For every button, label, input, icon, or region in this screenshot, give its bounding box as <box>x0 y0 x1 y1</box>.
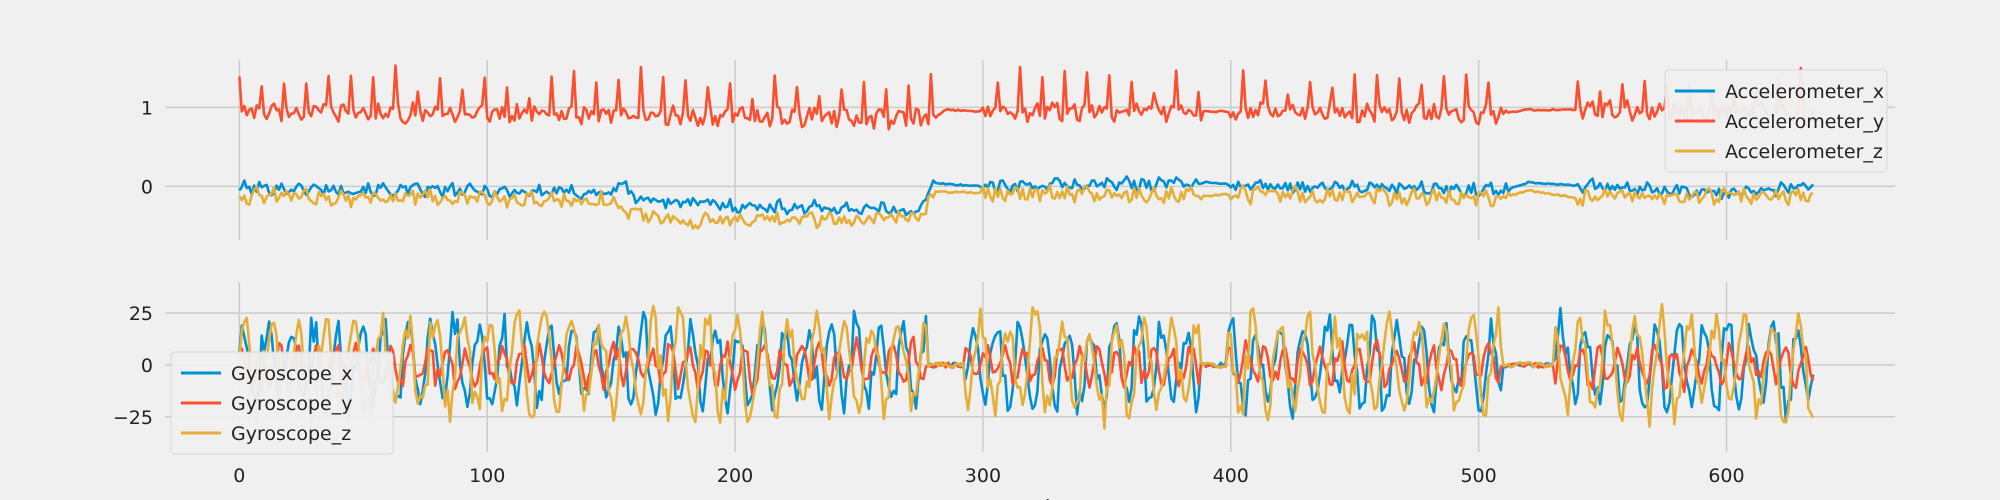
x-tick-label: 400 <box>1213 465 1249 487</box>
x-tick-label: 200 <box>717 465 753 487</box>
series-line-accelerometer_z <box>238 183 1814 230</box>
legend-label: Gyroscope_z <box>231 423 351 445</box>
series-line-accelerometer_x <box>238 175 1815 217</box>
x-tick-label: 500 <box>1460 465 1496 487</box>
y-tick-label: 25 <box>129 303 153 325</box>
x-tick-label: 600 <box>1708 465 1744 487</box>
x-axis-label: samples <box>984 497 1075 500</box>
x-tick-label: 100 <box>469 465 505 487</box>
gyroscope-panel: −25 0 25 0 100 200 300 400 500 600 samples Gyroscop… <box>113 282 1895 500</box>
legend-label: Accelerometer_y <box>1725 111 1884 133</box>
legend: Gyroscope_x Gyroscope_y Gyroscope_z <box>170 351 394 455</box>
y-tick-label: 1 <box>141 97 153 119</box>
legend: Accelerometer_x Accelerometer_y Accelerome… <box>1664 69 1888 173</box>
legend-label: Gyroscope_x <box>231 363 352 385</box>
accelerometer-panel: 01Accelerometer_xAccelerometer_yAccelero… <box>141 60 1895 240</box>
series-line-accelerometer_y <box>238 64 1815 131</box>
legend-box <box>1664 69 1888 173</box>
y-tick-label: 0 <box>141 176 153 198</box>
legend-label: Accelerometer_z <box>1725 141 1883 163</box>
y-tick-label: 0 <box>141 355 153 377</box>
series-line-gyroscope_z <box>238 302 1815 430</box>
y-tick-label: −25 <box>113 407 153 429</box>
legend-label: Accelerometer_x <box>1725 81 1884 103</box>
x-tick-label: 0 <box>233 465 245 487</box>
legend-label: Gyroscope_y <box>231 393 352 415</box>
x-tick-label: 300 <box>965 465 1001 487</box>
legend-box <box>170 351 394 455</box>
